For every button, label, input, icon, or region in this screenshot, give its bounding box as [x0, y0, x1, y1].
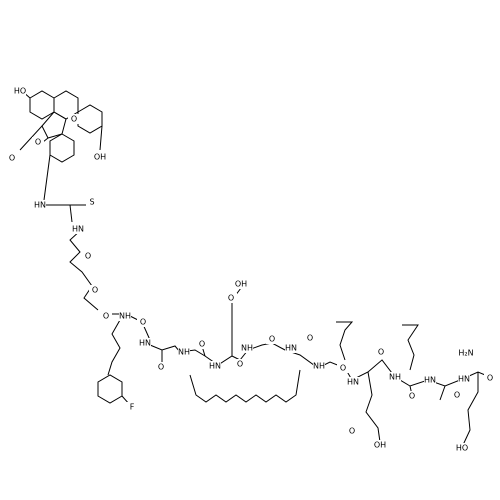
atom-label: HO [456, 444, 468, 453]
atom-label: O [85, 252, 91, 261]
label-background [137, 317, 149, 327]
label-background [234, 359, 246, 369]
label-background [209, 361, 221, 371]
label-background [347, 377, 359, 387]
atom-label: O [340, 364, 346, 373]
atom-label: HO [14, 87, 26, 96]
label-background [94, 152, 106, 162]
bonds [19, 90, 491, 446]
atom-label: O [378, 348, 384, 357]
label-background [346, 426, 358, 436]
atom-label: HN [347, 378, 359, 387]
label-background [119, 311, 131, 321]
atom-label: O [409, 392, 415, 401]
label-background [484, 373, 496, 383]
label-background [374, 440, 386, 450]
atom-label: O [237, 360, 243, 369]
atom-label: HN [209, 362, 221, 371]
atom-label: F [130, 403, 135, 412]
atom-label: O [9, 154, 15, 163]
label-background [406, 391, 418, 401]
atom-label: OH [94, 153, 106, 162]
atom-label: NH [119, 312, 131, 321]
label-background [424, 375, 436, 385]
atom-label: O [158, 363, 164, 372]
atom-label: O [92, 286, 98, 295]
label-background [266, 334, 278, 344]
label-background [337, 363, 349, 373]
label-background [304, 333, 316, 343]
label-background [68, 114, 80, 124]
label-background [155, 362, 167, 372]
label-background [389, 372, 401, 382]
atom-label: O [71, 115, 77, 124]
label-background [14, 86, 26, 96]
atom-label: S [89, 198, 94, 207]
atom-label: HN [72, 225, 84, 234]
atom-label: OH [374, 441, 386, 450]
atom-label: O [487, 374, 493, 383]
label-background [460, 348, 472, 358]
label-background [6, 153, 18, 163]
label-background [72, 224, 84, 234]
atom-label: O [228, 294, 234, 303]
label-background [100, 311, 112, 321]
label-background [235, 279, 247, 289]
atom-label: HN [285, 344, 297, 353]
atom-label: O [103, 312, 109, 321]
label-background [458, 374, 470, 384]
atom-label: NH [178, 348, 190, 357]
atom-label: HN [139, 339, 151, 348]
label-background [86, 197, 98, 207]
atom-label: NH [389, 373, 401, 382]
atom-label: O [307, 334, 313, 343]
atom-label: OH [235, 280, 247, 289]
label-background [375, 347, 387, 357]
label-background [178, 347, 190, 357]
atom-label: O [349, 427, 355, 436]
label-background [241, 343, 253, 353]
label-background [34, 200, 46, 210]
atom-label: HN [34, 201, 46, 210]
atom-label: O [454, 391, 460, 400]
label-background [313, 361, 325, 371]
label-background [139, 338, 151, 348]
atom-label: O [35, 138, 41, 147]
atom-label: O [140, 318, 146, 327]
label-background [451, 390, 463, 400]
atom-label: HN [424, 376, 436, 385]
label-background [89, 285, 101, 295]
label-background [456, 443, 468, 453]
atom-label: NH [313, 362, 325, 371]
atom-label: NH [241, 344, 253, 353]
label-background [32, 137, 44, 147]
label-background [82, 251, 94, 261]
label-background [285, 343, 297, 353]
atom-label: H₂N [458, 349, 473, 358]
atom-label: HN [458, 375, 470, 384]
label-background [196, 339, 208, 349]
atom-label: O [199, 340, 205, 349]
label-background [225, 293, 237, 303]
atom-label: O [269, 335, 275, 344]
label-background [126, 402, 138, 412]
